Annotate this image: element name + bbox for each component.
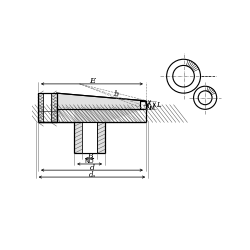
Text: B: B <box>87 152 92 160</box>
Polygon shape <box>38 93 44 122</box>
Text: b: b <box>114 90 119 98</box>
Text: L₁: L₁ <box>143 102 150 107</box>
Text: E: E <box>89 77 95 85</box>
Text: NM: NM <box>147 106 156 111</box>
Text: d: d <box>90 164 94 172</box>
Polygon shape <box>51 93 57 122</box>
Polygon shape <box>56 93 146 122</box>
Polygon shape <box>82 122 97 153</box>
Text: ND: ND <box>85 159 94 164</box>
Text: dₐ: dₐ <box>88 171 96 179</box>
Text: L: L <box>156 101 160 109</box>
Polygon shape <box>74 122 82 153</box>
Polygon shape <box>97 122 105 153</box>
